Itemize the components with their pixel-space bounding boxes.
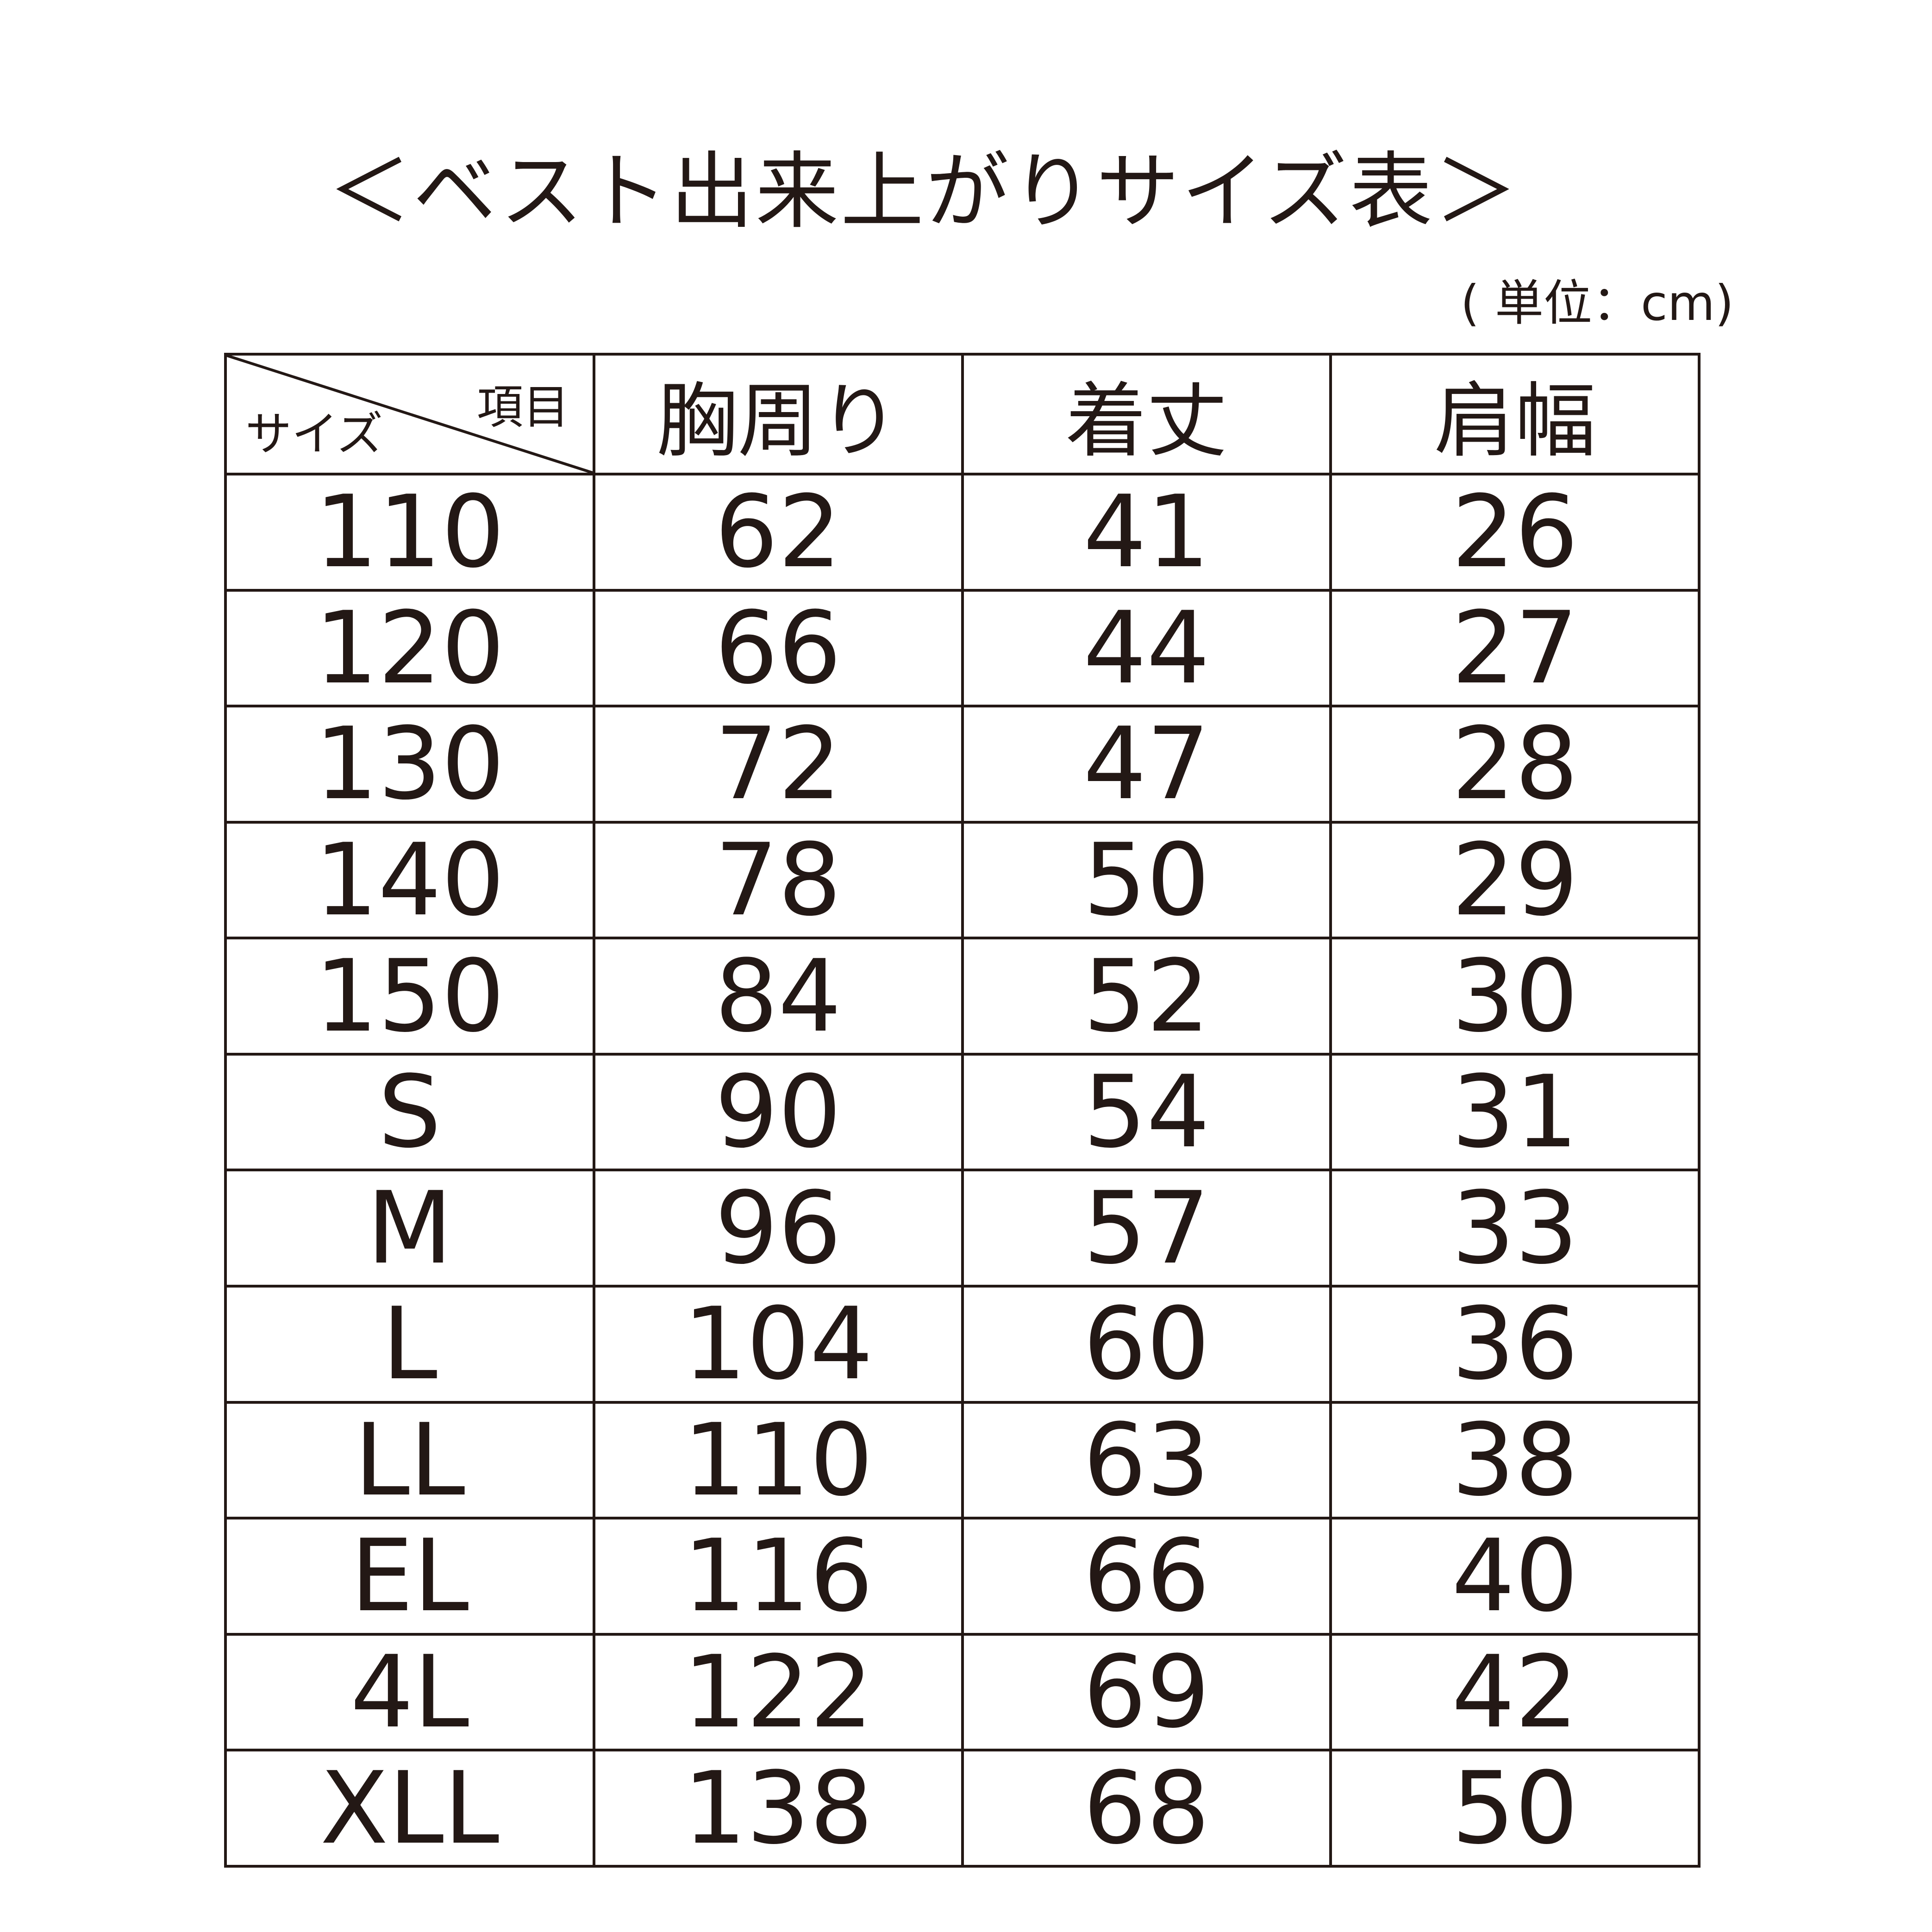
value-cell: 33	[1329, 1169, 1701, 1288]
table-row: 150 84 52 30	[224, 937, 1701, 1056]
value-cell: 52	[961, 937, 1332, 1056]
value-cell: 110	[592, 1401, 964, 1520]
value-cell: 62	[592, 473, 964, 592]
value-cell: 66	[961, 1517, 1332, 1636]
value-cell: 28	[1329, 705, 1701, 824]
table-row: S 90 54 31	[224, 1052, 1701, 1172]
value-cell: 47	[961, 705, 1332, 824]
value-cell: 30	[1329, 937, 1701, 1056]
size-cell: 130	[224, 705, 595, 824]
size-cell: 110	[224, 473, 595, 592]
unit-label: ( 単位：cm)	[1460, 275, 1734, 331]
table-row: EL 116 66 40	[224, 1517, 1701, 1636]
column-header: 肩幅	[1329, 353, 1701, 475]
value-cell: 122	[592, 1632, 964, 1752]
value-cell: 26	[1329, 473, 1701, 592]
corner-size-label: サイズ	[245, 407, 383, 461]
table-header-row: 項目 サイズ 胸周り 着丈 肩幅	[224, 353, 1701, 475]
size-cell: 120	[224, 588, 595, 708]
value-cell: 78	[592, 820, 964, 940]
size-table: 項目 サイズ 胸周り 着丈 肩幅 110 62 41 26 120 66 44 27 130 72…	[224, 353, 1701, 1868]
value-cell: 96	[592, 1169, 964, 1288]
value-cell: 90	[592, 1052, 964, 1172]
size-cell: LL	[224, 1401, 595, 1520]
table-row: 130 72 47 28	[224, 705, 1701, 824]
value-cell: 116	[592, 1517, 964, 1636]
value-cell: 72	[592, 705, 964, 824]
column-header: 着丈	[961, 353, 1332, 475]
size-cell: XLL	[224, 1749, 595, 1868]
size-cell: 140	[224, 820, 595, 940]
value-cell: 41	[961, 473, 1332, 592]
size-cell: M	[224, 1169, 595, 1288]
table-row: 140 78 50 29	[224, 820, 1701, 940]
value-cell: 57	[961, 1169, 1332, 1288]
corner-item-label: 項目	[476, 380, 569, 434]
value-cell: 60	[961, 1285, 1332, 1404]
value-cell: 50	[1329, 1749, 1701, 1868]
table-row: M 96 57 33	[224, 1169, 1701, 1288]
table-row: L 104 60 36	[224, 1285, 1701, 1404]
value-cell: 42	[1329, 1632, 1701, 1752]
value-cell: 44	[961, 588, 1332, 708]
value-cell: 31	[1329, 1052, 1701, 1172]
value-cell: 50	[961, 820, 1332, 940]
size-cell: S	[224, 1052, 595, 1172]
table-row: 120 66 44 27	[224, 588, 1701, 708]
value-cell: 68	[961, 1749, 1332, 1868]
corner-cell: 項目 サイズ	[224, 353, 595, 475]
value-cell: 38	[1329, 1401, 1701, 1520]
size-cell: L	[224, 1285, 595, 1404]
value-cell: 27	[1329, 588, 1701, 708]
column-header: 胸周り	[592, 353, 964, 475]
table-row: LL 110 63 38	[224, 1401, 1701, 1520]
diagonal-divider	[227, 356, 593, 473]
value-cell: 29	[1329, 820, 1701, 940]
value-cell: 84	[592, 937, 964, 1056]
value-cell: 69	[961, 1632, 1332, 1752]
table-row: 110 62 41 26	[224, 473, 1701, 592]
size-cell: 150	[224, 937, 595, 1056]
value-cell: 40	[1329, 1517, 1701, 1636]
value-cell: 36	[1329, 1285, 1701, 1404]
value-cell: 66	[592, 588, 964, 708]
table-row: 4L 122 69 42	[224, 1632, 1701, 1752]
value-cell: 54	[961, 1052, 1332, 1172]
value-cell: 138	[592, 1749, 964, 1868]
value-cell: 104	[592, 1285, 964, 1404]
table-row: XLL 138 68 50	[224, 1749, 1701, 1868]
page-title: ＜ベスト出来上がりサイズ表＞	[327, 144, 1520, 240]
size-cell: EL	[224, 1517, 595, 1636]
value-cell: 63	[961, 1401, 1332, 1520]
size-cell: 4L	[224, 1632, 595, 1752]
